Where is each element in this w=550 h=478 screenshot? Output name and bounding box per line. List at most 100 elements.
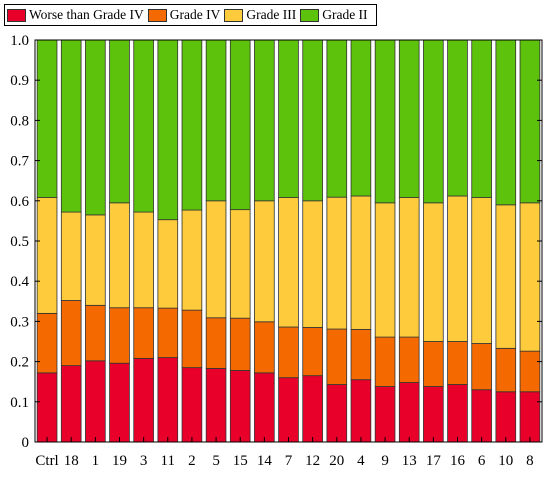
y-tick-label: 0.8: [10, 113, 29, 129]
y-tick-label: 0.7: [10, 154, 29, 170]
x-tick-label-7: 7: [285, 453, 293, 469]
x-tick-label-14: 14: [257, 453, 273, 469]
bar-segment-7-worse-than-grade-iv: [278, 377, 299, 443]
bar-segment-9-grade-iv: [374, 336, 396, 387]
bar-segment-15-grade-ii: [229, 39, 251, 211]
x-tick-label-13: 13: [402, 453, 417, 469]
bar-segment-18-grade-iv: [60, 300, 82, 367]
x-tick-label-10: 10: [498, 453, 513, 469]
bars-layer: [36, 39, 541, 443]
bar-segment-12-grade-iii: [302, 200, 323, 328]
bar-segment-4-worse-than-grade-iv: [350, 379, 372, 443]
bar-segment-7-grade-ii: [278, 39, 299, 198]
bar-segment-6-grade-iv: [471, 343, 492, 391]
bar-segment-10-grade-iv: [495, 347, 517, 393]
x-tick-label-20: 20: [329, 453, 344, 469]
bar-segment-14-grade-iv: [254, 321, 275, 374]
bar-segment-19-worse-than-grade-iv: [109, 362, 130, 443]
legend-label-grade-ii: Grade II: [322, 7, 368, 22]
bar-segment-3-grade-iv: [133, 307, 154, 359]
x-tick-label-1: 1: [92, 453, 100, 469]
bar-segment-20-grade-ii: [326, 39, 348, 198]
x-tick-label-17: 17: [426, 453, 442, 469]
bar-segment-17-grade-iv: [423, 341, 444, 387]
legend-label-grade-iii: Grade III: [246, 7, 297, 22]
x-tick-label-12: 12: [305, 453, 320, 469]
bar-segment-13-grade-iv: [398, 336, 420, 383]
bar-segment-2-grade-iv: [181, 309, 203, 369]
bar-segment-5-worse-than-grade-iv: [205, 368, 227, 443]
bar-segment-17-worse-than-grade-iv: [423, 386, 444, 443]
bar-segment-2-grade-iii: [181, 209, 203, 311]
x-tick-label-6: 6: [478, 453, 486, 469]
bar-segment-11-worse-than-grade-iv: [157, 357, 179, 443]
bar-segment-3-grade-ii: [133, 39, 154, 213]
bar-segment-10-worse-than-grade-iv: [495, 391, 517, 443]
bar-segment-16-worse-than-grade-iv: [447, 384, 468, 443]
y-tick-label: 0.9: [10, 73, 29, 89]
legend-swatch-grade-ii: [300, 8, 320, 22]
bar-segment-9-grade-ii: [374, 39, 396, 204]
bar-segment-9-worse-than-grade-iv: [374, 386, 396, 443]
bar-segment-3-worse-than-grade-iv: [133, 357, 154, 443]
legend-item-grade-iv: Grade IV: [147, 7, 221, 23]
y-tick-label: 1.0: [10, 33, 29, 49]
x-tick-label-5: 5: [212, 453, 220, 469]
bar-segment-15-worse-than-grade-iv: [229, 370, 251, 443]
legend-swatch-grade-iii: [224, 8, 244, 22]
x-tick-label-3: 3: [140, 453, 148, 469]
bar-segment-4-grade-iii: [350, 195, 372, 330]
bar-segment-4-grade-iv: [350, 329, 372, 381]
bar-segment-6-grade-iii: [471, 197, 492, 344]
x-tick-label-9: 9: [381, 453, 389, 469]
bar-segment-2-worse-than-grade-iv: [181, 367, 203, 443]
bar-segment-11-grade-iv: [157, 307, 179, 358]
bar-segment-3-grade-iii: [133, 211, 154, 309]
bar-segment-19-grade-ii: [109, 39, 130, 204]
y-tick-label: 0.6: [10, 194, 29, 210]
bar-segment-20-grade-iii: [326, 196, 348, 330]
bar-segment-ctrl-worse-than-grade-iv: [36, 372, 58, 443]
bar-segment-13-worse-than-grade-iv: [398, 382, 420, 443]
bar-segment-5-grade-iii: [205, 200, 227, 319]
bar-segment-5-grade-iv: [205, 317, 227, 369]
bar-segment-12-grade-iv: [302, 327, 323, 377]
legend-item-grade-iii: Grade III: [224, 7, 296, 23]
y-tick-label: 0.1: [10, 395, 29, 411]
y-tick-label: 0.4: [10, 274, 29, 290]
legend-swatch-worse-than-grade-iv: [7, 8, 26, 22]
legend-item-grade-ii: Grade II: [300, 7, 368, 23]
bar-segment-19-grade-iii: [109, 202, 130, 309]
bar-segment-15-grade-iii: [229, 209, 251, 319]
bar-segment-2-grade-ii: [181, 39, 203, 211]
y-tick-label: 0.2: [10, 355, 29, 371]
bar-segment-ctrl-grade-iv: [36, 312, 58, 374]
y-tick-label: 0.5: [10, 234, 29, 250]
legend-label-grade-iv: Grade IV: [169, 7, 221, 22]
bar-segment-12-grade-ii: [302, 39, 323, 202]
bar-segment-16-grade-iv: [447, 341, 468, 385]
bar-segment-17-grade-iii: [423, 202, 444, 342]
x-tick-label-18: 18: [64, 453, 79, 469]
bar-segment-1-grade-iii: [85, 214, 106, 306]
bar-segment-7-grade-iii: [278, 197, 299, 328]
bar-segment-17-grade-ii: [423, 39, 444, 204]
bar-segment-6-worse-than-grade-iv: [471, 389, 492, 443]
bar-segment-8-worse-than-grade-iv: [519, 391, 541, 443]
x-tick-label-15: 15: [233, 453, 248, 469]
bar-segment-11-grade-ii: [157, 39, 179, 221]
x-tick-label-4: 4: [357, 453, 365, 469]
bar-segment-8-grade-iv: [519, 350, 541, 393]
bar-segment-1-grade-iv: [85, 304, 106, 362]
bar-segment-14-grade-iii: [254, 200, 275, 323]
bar-segment-14-worse-than-grade-iv: [254, 372, 275, 443]
bar-segment-8-grade-iii: [519, 202, 541, 352]
bar-segment-ctrl-grade-iii: [36, 197, 58, 314]
bar-segment-4-grade-ii: [350, 39, 372, 197]
x-axis: Ctrl 18 1 19 3 11 2 5 15 14 7 12 20 4 9 13 17 16 6 10 8: [35, 437, 534, 469]
x-tick-label-16: 16: [450, 453, 466, 469]
bar-segment-19-grade-iv: [109, 307, 130, 364]
bar-segment-18-worse-than-grade-iv: [60, 365, 82, 443]
